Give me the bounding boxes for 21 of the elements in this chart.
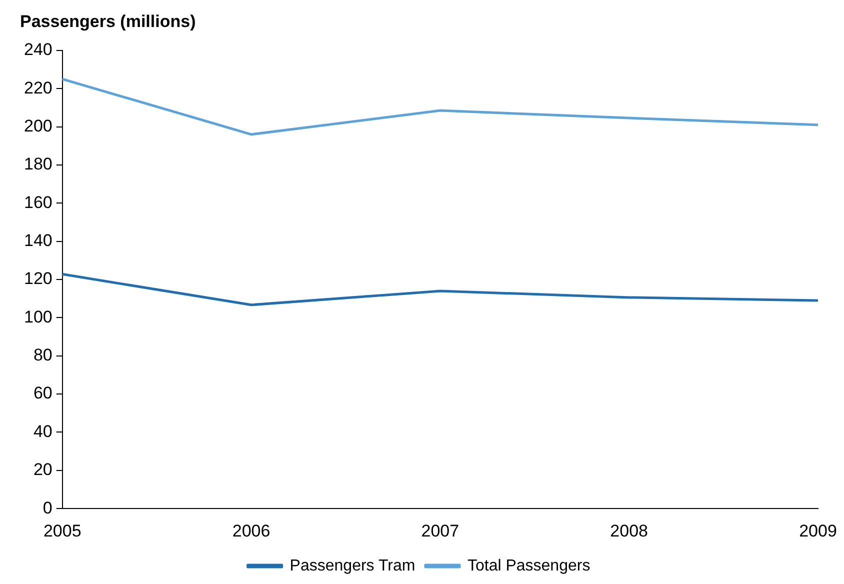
y-tick-label: 220: [24, 78, 52, 98]
y-tick-label: 60: [33, 384, 52, 403]
y-tick-label: 240: [24, 40, 52, 60]
y-axis-title: Passengers (millions): [20, 12, 196, 31]
y-tick-label: 0: [42, 498, 52, 518]
legend-label: Total Passengers: [467, 557, 590, 574]
x-tick-label: 2007: [421, 521, 460, 540]
y-tick-label: 20: [33, 460, 52, 480]
y-tick-label: 160: [24, 192, 52, 212]
x-tick-label: 2005: [43, 521, 82, 540]
legend-label: Passengers Tram: [290, 557, 416, 574]
y-tick-label: 140: [24, 231, 52, 250]
y-tick-label: 40: [33, 422, 52, 441]
x-tick-label: 2009: [799, 521, 837, 540]
x-tick-label: 2006: [232, 521, 270, 540]
y-tick-label: 100: [24, 307, 52, 326]
y-tick-label: 180: [24, 154, 52, 174]
y-tick-label: 120: [24, 269, 52, 288]
y-tick-label: 200: [24, 116, 52, 136]
y-tick-label: 80: [33, 346, 52, 365]
x-tick-label: 2008: [610, 521, 648, 540]
